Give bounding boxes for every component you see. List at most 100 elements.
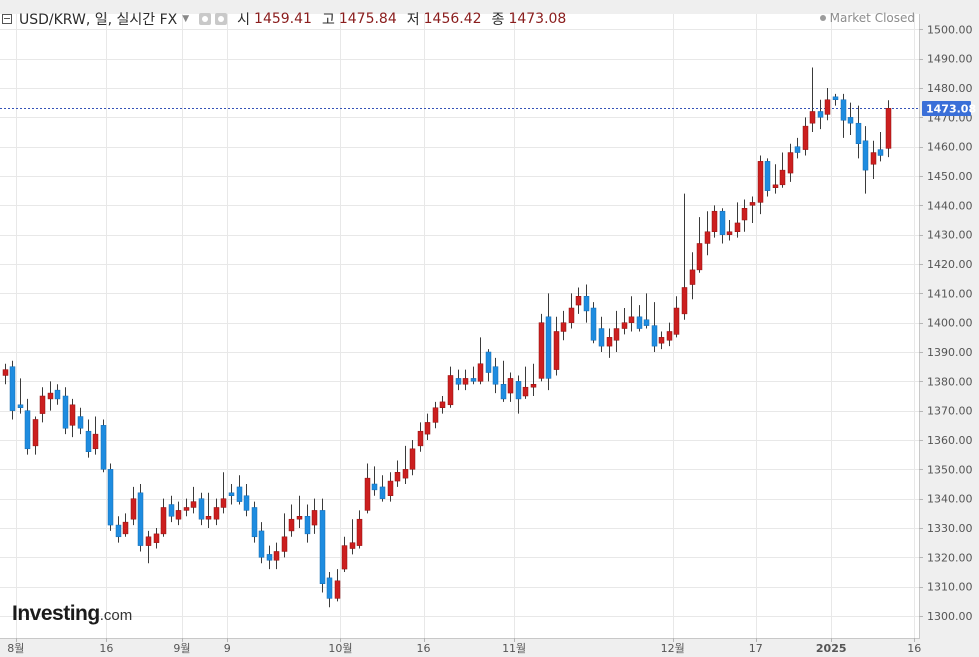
- candle-body-up: [621, 322, 628, 329]
- candle-body-up: [311, 510, 318, 526]
- eye-icon[interactable]: [199, 13, 212, 25]
- candle: [273, 542, 280, 570]
- low-value: 1456.42: [423, 11, 482, 27]
- candle: [228, 484, 235, 505]
- candle: [266, 545, 273, 570]
- gear-icon[interactable]: [215, 13, 228, 25]
- candle: [258, 522, 265, 564]
- candle: [530, 363, 537, 397]
- candle: [628, 296, 635, 332]
- candle-body-down: [107, 469, 114, 526]
- candle-body-up: [741, 208, 748, 221]
- candle-body-up: [424, 422, 431, 435]
- candle-body-up: [417, 430, 424, 447]
- candle: [137, 484, 144, 552]
- candle: [379, 475, 386, 502]
- candle-body-up: [462, 378, 469, 385]
- candle-body-up: [402, 469, 409, 479]
- candle-body-up: [296, 516, 303, 520]
- candle-body-up: [477, 363, 484, 382]
- candle: [387, 472, 394, 502]
- y-tick-label: 1300.00: [927, 610, 973, 623]
- candle-body-up: [704, 231, 711, 244]
- candle: [205, 492, 212, 529]
- market-status: Market Closed: [819, 11, 915, 25]
- candle: [160, 498, 167, 537]
- candle-body-up: [39, 395, 46, 414]
- candle: [832, 93, 839, 106]
- candle-body-up: [613, 328, 620, 341]
- candle-body-up: [288, 518, 295, 532]
- candle-body-up: [409, 448, 416, 470]
- time-axis[interactable]: 8월 16 9월 9 10월 16 11월 12월 17 2025 16: [7, 638, 921, 655]
- y-tick-label: 1420.00: [927, 258, 973, 271]
- symbol-title[interactable]: USD/KRW, 일, 실시간 FX: [19, 12, 178, 28]
- candle-body-down: [9, 366, 16, 411]
- candle-body-down: [24, 410, 31, 450]
- candle-body-up: [772, 184, 779, 188]
- y-tick-label: 1410.00: [927, 287, 973, 300]
- candle: [847, 102, 854, 135]
- candle: [288, 504, 295, 537]
- candle: [885, 100, 892, 158]
- candle-body-up: [32, 419, 39, 447]
- candle: [553, 316, 560, 376]
- x-tick-label: 11월: [502, 642, 526, 655]
- y-tick-label: 1430.00: [927, 229, 973, 242]
- y-tick-label: 1380.00: [927, 375, 973, 388]
- candle: [304, 504, 311, 543]
- candle-body-down: [228, 492, 235, 496]
- candle: [54, 384, 61, 405]
- candle-body-down: [100, 425, 107, 470]
- candle: [32, 416, 39, 455]
- candle-body-up: [530, 384, 537, 388]
- y-tick-label: 1390.00: [927, 346, 973, 359]
- plot-area[interactable]: [0, 14, 920, 639]
- candle: [779, 152, 786, 188]
- candle-body-down: [485, 351, 492, 373]
- candle-body-up: [689, 269, 696, 285]
- y-tick-label: 1440.00: [927, 199, 973, 212]
- candle-body-down: [855, 122, 862, 144]
- candle: [2, 363, 9, 385]
- candle-body-up: [802, 125, 809, 150]
- candle-body-up: [779, 169, 786, 186]
- candle: [17, 378, 24, 414]
- x-tick-label: 17: [749, 642, 763, 655]
- candle: [296, 495, 303, 529]
- candle-body-down: [198, 498, 205, 520]
- candle: [772, 164, 779, 194]
- x-tick-label: 10월: [328, 642, 352, 655]
- candle-body-down: [764, 161, 771, 191]
- close-label: 종: [491, 12, 505, 28]
- candle: [251, 501, 258, 543]
- candle-body-up: [658, 337, 665, 344]
- chevron-down-icon[interactable]: ▼: [182, 14, 190, 24]
- y-tick-label: 1350.00: [927, 463, 973, 476]
- candle: [334, 569, 341, 602]
- price-axis[interactable]: 1300.00 1310.00 1320.00 1330.00 1340.00 1350.…: [919, 23, 973, 623]
- candle: [145, 530, 152, 564]
- candle-body-up: [757, 161, 764, 203]
- candle-body-up: [522, 386, 529, 397]
- candle: [447, 366, 454, 408]
- candle: [726, 220, 733, 241]
- candle-body-down: [832, 96, 839, 100]
- candle: [545, 293, 552, 391]
- last-price-tag-label: 1473.08: [926, 103, 976, 116]
- logo-main: Investing: [12, 602, 100, 625]
- collapse-icon[interactable]: [2, 14, 12, 24]
- candle-body-up: [447, 375, 454, 406]
- candle-body-up: [356, 518, 363, 546]
- candle-body-down: [371, 483, 378, 491]
- y-tick-label: 1370.00: [927, 405, 973, 418]
- candle-body-down: [643, 319, 650, 326]
- candle-body-up: [432, 407, 439, 423]
- candle-body-up: [666, 331, 673, 341]
- candle-body-up: [553, 331, 560, 370]
- candle: [107, 463, 114, 531]
- candle: [213, 498, 220, 526]
- candle-body-up: [726, 231, 733, 235]
- high-value: 1475.84: [338, 11, 397, 27]
